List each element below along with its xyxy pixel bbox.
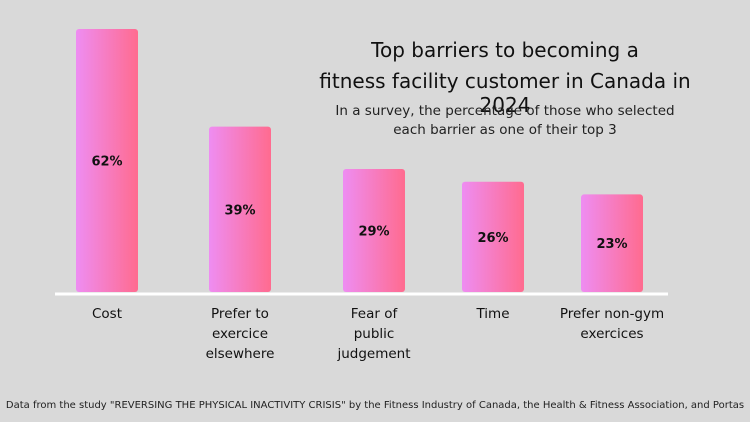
category-label: elsewhere bbox=[206, 346, 275, 362]
chart-subtitle-line-2: each barrier as one of their top 3 bbox=[393, 122, 617, 138]
bar-value-label: 26% bbox=[477, 231, 508, 246]
bar-value-label: 23% bbox=[596, 237, 627, 252]
category-label: public bbox=[354, 326, 395, 342]
category-label: exercice bbox=[212, 326, 268, 342]
bar bbox=[209, 126, 271, 292]
bar bbox=[581, 194, 643, 292]
chart-title-line-2: fitness facility customer in Canada in 2… bbox=[319, 69, 691, 117]
chart-subtitle-line-1: In a survey, the percentage of those who… bbox=[335, 103, 675, 119]
category-label: Fear of bbox=[351, 306, 399, 322]
source-note: Data from the study "REVERSING THE PHYSI… bbox=[5, 400, 745, 411]
category-label: Time bbox=[475, 306, 509, 322]
bar-value-label: 39% bbox=[224, 203, 255, 218]
bar bbox=[343, 168, 405, 292]
chart-title-line-1: Top barriers to becoming a bbox=[371, 38, 639, 62]
category-label: Cost bbox=[92, 306, 122, 322]
bar-value-label: 62% bbox=[91, 155, 122, 170]
bar bbox=[76, 29, 138, 292]
category-label: exercices bbox=[580, 326, 643, 342]
category-label: Prefer to bbox=[211, 306, 269, 322]
category-label: Prefer non-gym bbox=[560, 306, 664, 322]
bar-value-label: 29% bbox=[358, 224, 389, 239]
category-label: judgement bbox=[336, 346, 410, 362]
bar bbox=[462, 181, 524, 292]
